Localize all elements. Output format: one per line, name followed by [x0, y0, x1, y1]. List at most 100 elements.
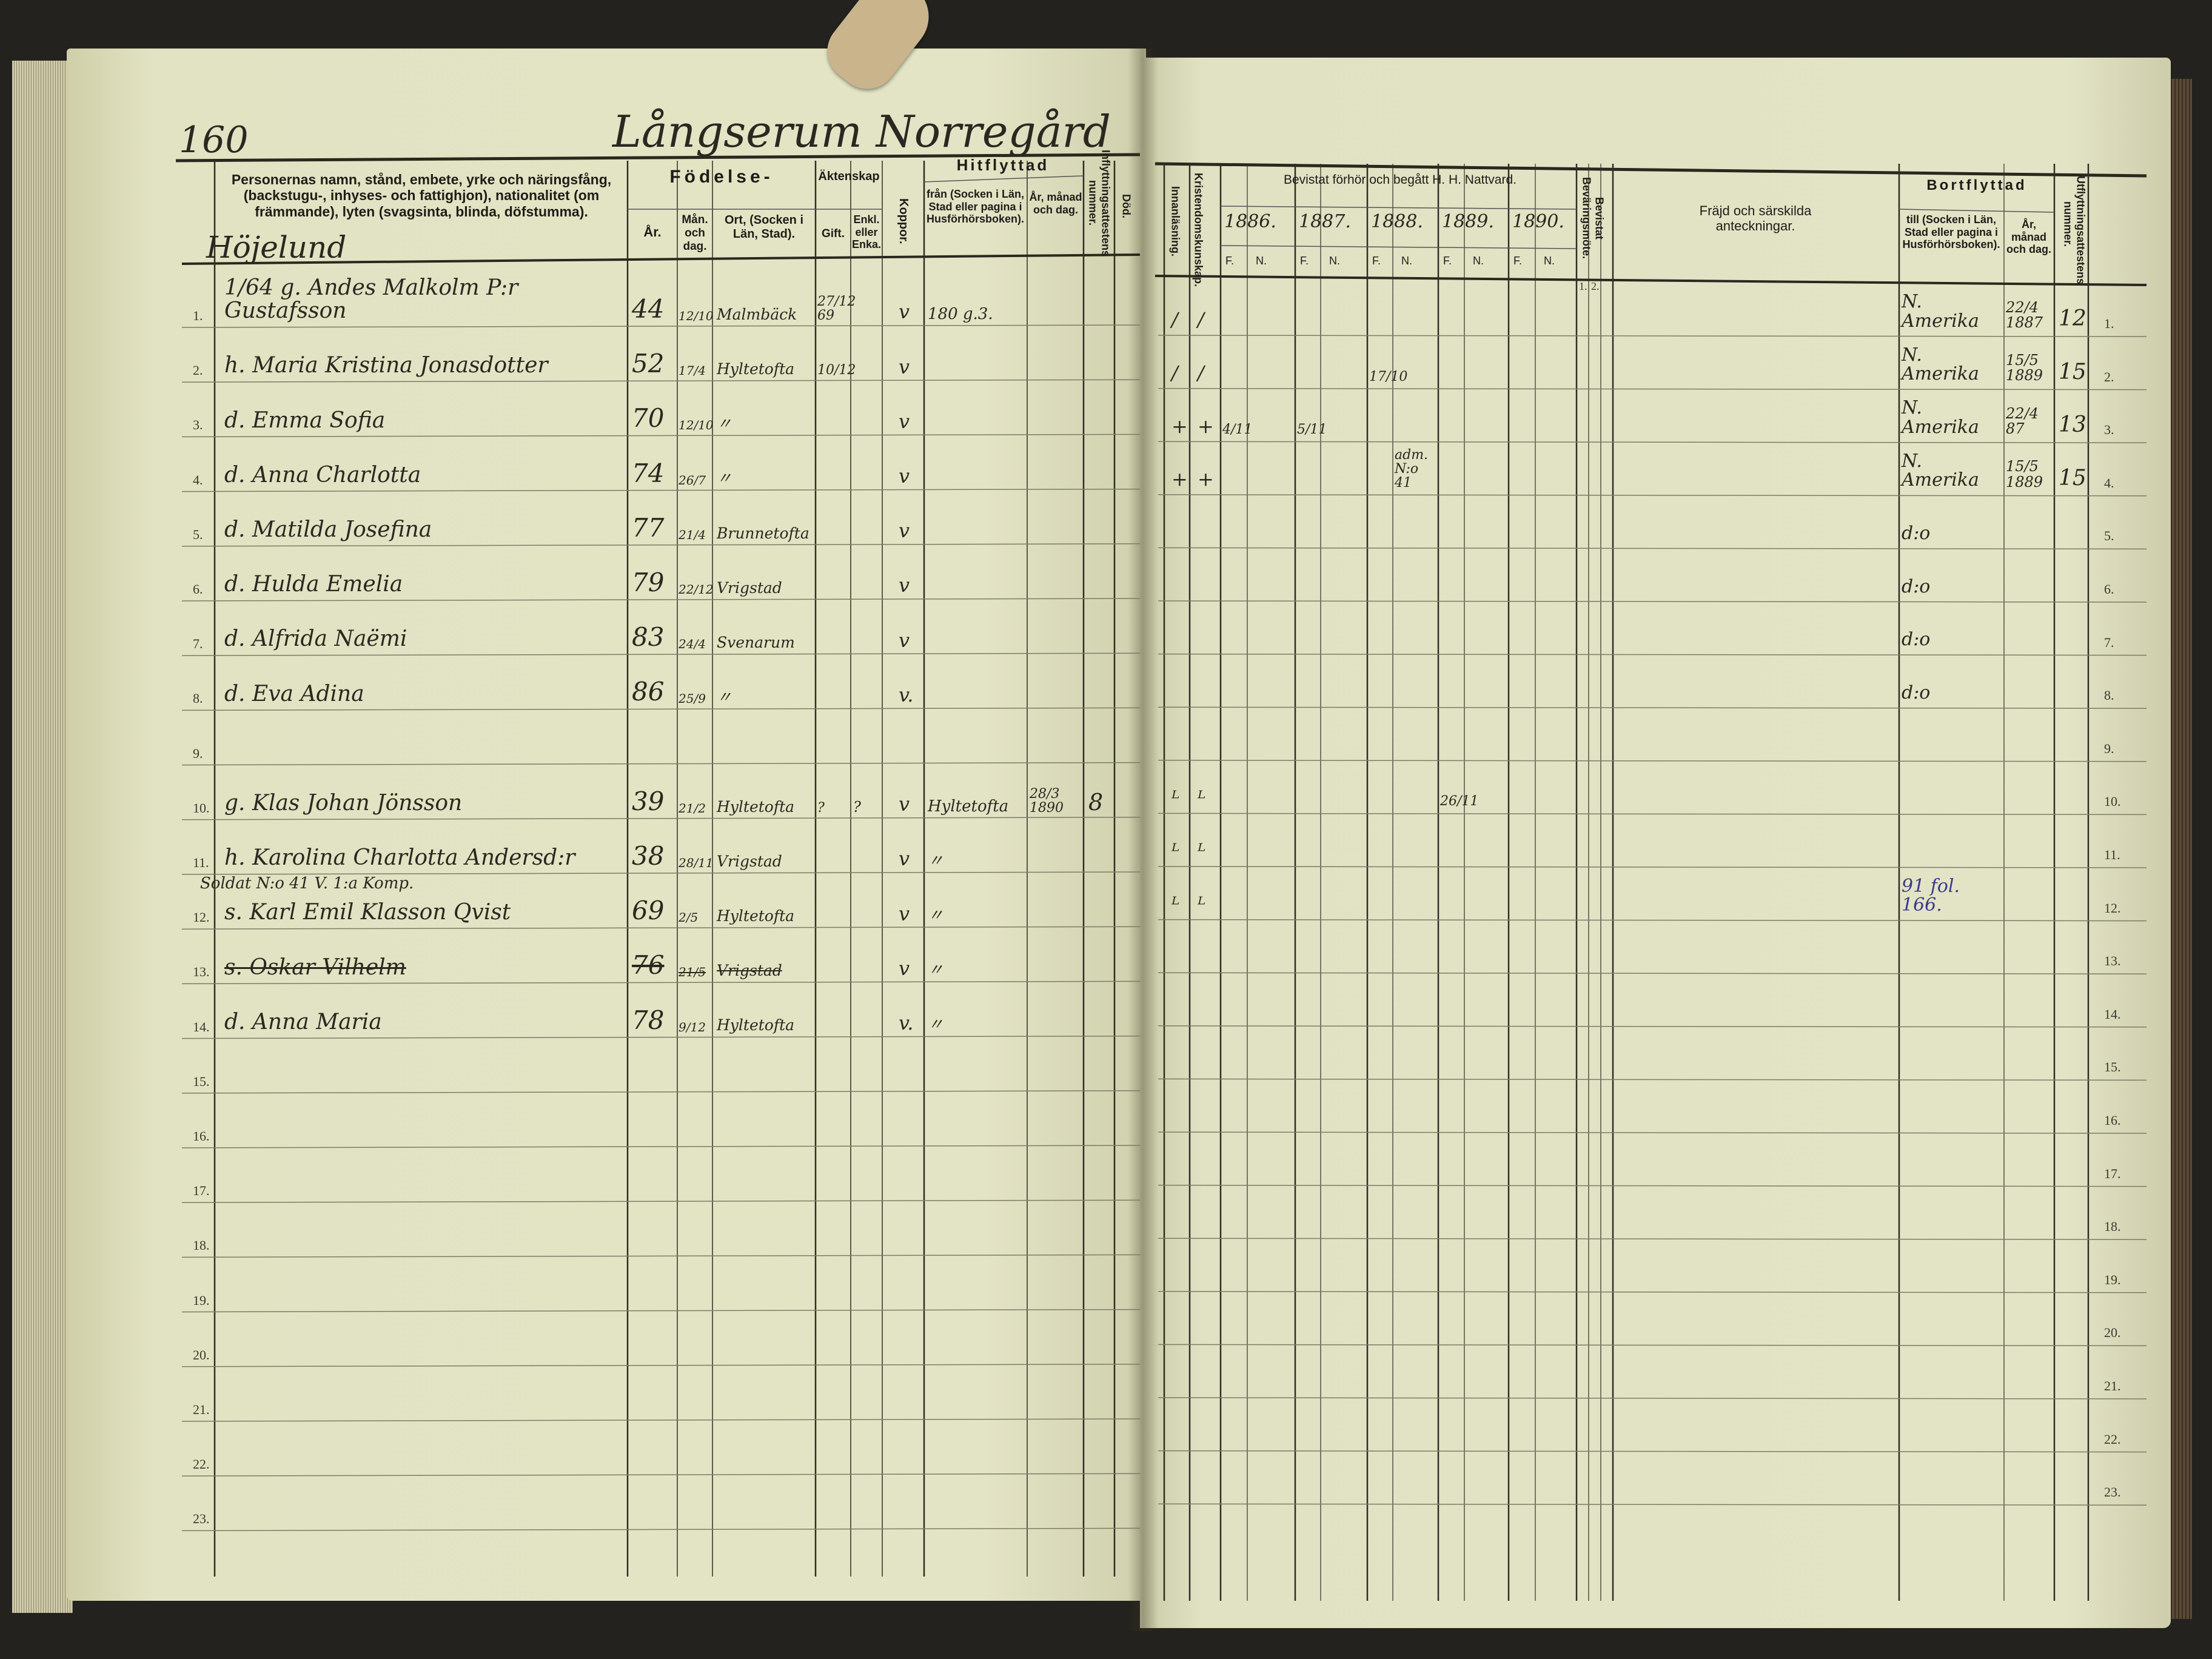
- row-rule: [1158, 1397, 2147, 1399]
- cell-gift: ?: [817, 800, 825, 816]
- row-rule: [1158, 813, 2147, 816]
- row-number: 4.: [2104, 475, 2114, 491]
- row-rule: [181, 652, 1141, 656]
- row-rule: [181, 1199, 1141, 1203]
- cell-name: d. Anna Maria: [224, 1009, 382, 1034]
- cell-bort: N. Amerika: [1902, 397, 1979, 438]
- header-bevaring: Bevistat Beväringsmöte.: [1580, 177, 1606, 260]
- row-number: 2.: [193, 363, 203, 378]
- cell-year: 79: [632, 567, 665, 597]
- cell-year: 78: [632, 1005, 665, 1035]
- subheading: Höjelund: [206, 230, 347, 265]
- cell-ort: 〃: [717, 415, 732, 433]
- row-number: 12.: [193, 910, 210, 925]
- row-number: 11.: [193, 855, 209, 870]
- cell-krist: +: [1198, 414, 1214, 438]
- cell-md: 21/4: [679, 527, 706, 542]
- n-heading: N.: [1544, 255, 1555, 267]
- header-innanlasning: Innanläsning.: [1169, 186, 1182, 256]
- cell-koppor: v: [899, 464, 910, 488]
- row-number: 2.: [2104, 369, 2114, 384]
- row-number: 1.: [2104, 316, 2114, 331]
- cell-bort-date: 15/5 1889: [2006, 352, 2043, 384]
- cell-bort: N. Amerika: [1902, 291, 1979, 332]
- cell-innanl: +: [1171, 414, 1188, 438]
- row-number: 9.: [2104, 740, 2114, 756]
- header-ar: År.: [643, 224, 662, 240]
- cell-name: d. Emma Sofia: [224, 407, 386, 433]
- row-number: 10.: [2104, 794, 2121, 809]
- row-number: 11.: [2104, 847, 2120, 862]
- row-rule: [1158, 1291, 2147, 1293]
- cell-utfl-nr: 13: [2059, 412, 2086, 438]
- f-heading: F.: [1443, 255, 1452, 267]
- cell-year: 76: [632, 950, 665, 980]
- cell-md: 22/12: [679, 582, 714, 597]
- row-rule: [1158, 547, 2147, 550]
- row-number: 13.: [193, 964, 210, 980]
- right-page: [1140, 58, 2171, 1628]
- cell-name: d. Matilda Josefina: [224, 517, 432, 543]
- cell-md: 24/4: [679, 637, 706, 652]
- cell-ort: Brunnetofta: [717, 524, 809, 542]
- cell-fran: 〃: [928, 851, 944, 870]
- cell-koppor: v.: [899, 1011, 914, 1035]
- cell-year: 44: [632, 293, 665, 324]
- cell-ort: Hyltetofta: [717, 360, 795, 378]
- row-number: 5.: [193, 526, 203, 542]
- subheader-rule: [1220, 245, 1577, 249]
- cell-utfl-nr: 12: [2059, 306, 2086, 332]
- row-number: 20.: [193, 1347, 210, 1362]
- year-heading: 1889.: [1442, 211, 1494, 232]
- row-number: 7.: [2104, 634, 2114, 650]
- cell-koppor: v: [899, 793, 910, 816]
- cell-koppor: v: [899, 956, 910, 980]
- header-bortflyttad: Bortflyttad: [1926, 177, 2027, 193]
- row-rule: [181, 1145, 1141, 1148]
- cell-ort: 〃: [717, 688, 732, 706]
- header-man-dag: Mån. och dag.: [682, 213, 708, 253]
- cell-md: 28/11: [679, 856, 714, 870]
- row-number: 3.: [193, 417, 203, 433]
- row-number: 4.: [193, 472, 203, 488]
- cell-krist: /: [1198, 361, 1204, 385]
- cell-krist: ᴸ: [1198, 893, 1206, 916]
- cell-fran: 〃: [928, 961, 944, 980]
- row-rule: [181, 926, 1141, 930]
- row-rule: [1158, 1184, 2147, 1187]
- row-rule: [1158, 1078, 2147, 1081]
- row-rule: [1158, 441, 2147, 443]
- cell-bort-date: 15/5 1889: [2006, 458, 2043, 491]
- cell-koppor: v: [899, 902, 910, 925]
- row-rule: [181, 1254, 1141, 1258]
- row-number: 17.: [2104, 1165, 2121, 1181]
- cell-md: 26/7: [679, 472, 706, 488]
- row-annotation: Soldat N:o 41 V. 1:a Komp.: [200, 874, 414, 893]
- cell-y1888f: 17/10: [1369, 369, 1408, 384]
- cell-krist: ᴸ: [1198, 786, 1206, 809]
- row-rule: [1158, 760, 2147, 762]
- cell-bort-date: 22/4 87: [2006, 404, 2039, 438]
- cell-bort: 91 fol. 166.: [1902, 875, 1960, 916]
- cell-md: 21/2: [679, 800, 706, 816]
- cell-year: 52: [632, 349, 665, 379]
- bevaring-sub-1: 1.: [1579, 280, 1587, 292]
- row-rule: [1158, 1503, 2147, 1506]
- cell-year: 69: [632, 896, 665, 926]
- cell-bort: d:o: [1902, 629, 1931, 651]
- row-rule: [181, 1035, 1141, 1039]
- f-heading: F.: [1225, 255, 1235, 267]
- header-names: Personernas namn, stånd, embete, yrke oc…: [231, 172, 612, 220]
- cell-bort: N. Amerika: [1902, 450, 1979, 491]
- row-number: 20.: [2104, 1325, 2121, 1341]
- cell-md: 12/10: [679, 418, 714, 433]
- row-number: 16.: [193, 1128, 210, 1144]
- n-heading: N.: [1256, 255, 1267, 267]
- row-rule: [1158, 866, 2147, 868]
- row-rule: [1158, 1131, 2147, 1134]
- row-number: 18.: [193, 1238, 210, 1253]
- cell-koppor: v: [899, 519, 910, 543]
- year-heading: 1887.: [1299, 211, 1351, 232]
- cell-name: d. Alfrida Naëmi: [224, 626, 407, 652]
- cell-bort: d:o: [1902, 682, 1931, 703]
